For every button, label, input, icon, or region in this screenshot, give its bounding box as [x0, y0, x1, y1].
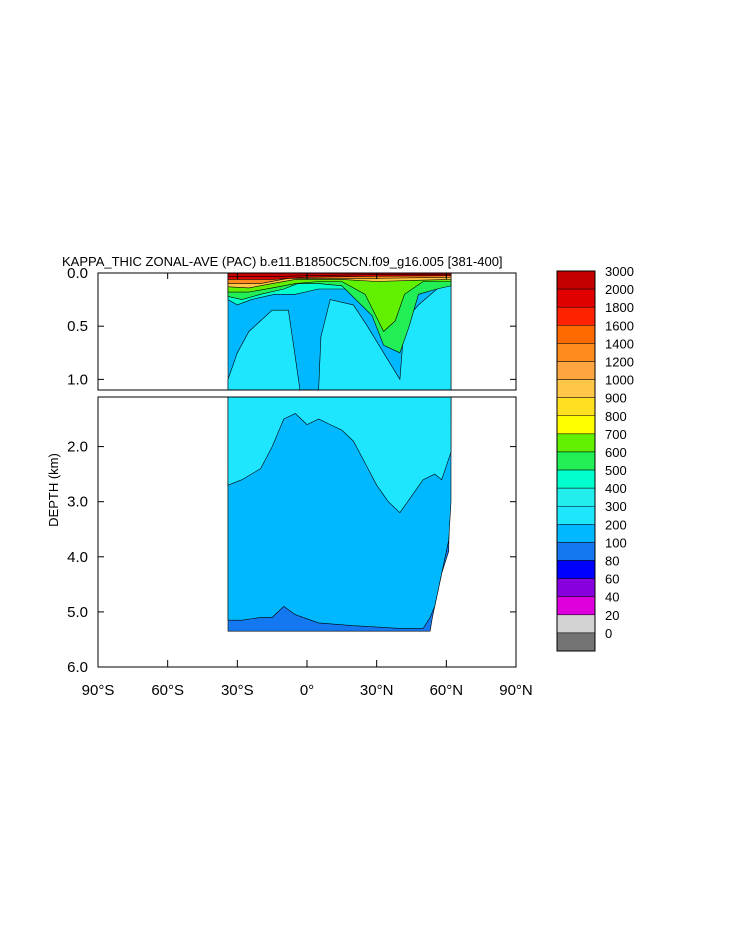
colorbar-label: 3000: [605, 264, 634, 279]
colorbar-label: 1000: [605, 373, 634, 388]
xtick-label: 60°N: [430, 682, 464, 699]
colorbar-swatch: [556, 596, 596, 616]
colorbar-label: 100: [605, 535, 627, 550]
colorbar-swatch: [556, 524, 596, 543]
colorbar-swatch: [556, 397, 596, 417]
colorbar-swatch: [556, 361, 596, 380]
chart-title: KAPPA_THIC ZONAL-AVE (PAC) b.e11.B1850C5…: [62, 254, 503, 269]
colorbar-label: 1600: [605, 318, 634, 333]
colorbar-swatch: [556, 578, 596, 597]
xtick-label: 90°S: [82, 682, 115, 699]
colorbar-swatch: [556, 379, 596, 398]
upper-contour-3000: [227, 273, 452, 278]
colorbar-label: 2000: [605, 282, 634, 297]
colorbar-legend: 3000200018001600140012001000900800700600…: [556, 264, 634, 652]
xtick-label: 90°N: [499, 682, 533, 699]
colorbar-label: 500: [605, 463, 627, 478]
upper-ytick-label: 0.0: [67, 265, 88, 282]
colorbar-swatch: [556, 415, 596, 435]
colorbar-swatch: [556, 288, 596, 308]
lower-panel: 2.0 3.0 4.0 5.0 6.0 90°S 60°S 30°S 0° 30°N 60°N 90…: [67, 273, 533, 699]
colorbar-label: 20: [605, 608, 619, 623]
colorbar-swatch: [556, 614, 596, 634]
upper-panel: 0.0 0.5 1.0: [67, 265, 517, 391]
colorbar-swatch: [556, 560, 596, 579]
colorbar-swatch: [556, 306, 596, 326]
lower-ytick-label: 4.0: [67, 549, 88, 566]
colorbar-label: 80: [605, 554, 619, 569]
upper-ytick-label: 0.5: [67, 318, 88, 335]
lower-contour-400: [227, 397, 452, 514]
xtick-label: 30°S: [221, 682, 254, 699]
colorbar-swatch: [556, 487, 596, 507]
colorbar-label: 300: [605, 499, 627, 514]
colorbar-swatch: [556, 343, 596, 362]
xtick-label: 30°N: [360, 682, 394, 699]
colorbar-swatch: [556, 632, 596, 652]
colorbar-label: 1200: [605, 355, 634, 370]
colorbar-label: 400: [605, 481, 627, 496]
colorbar-frame: [556, 270, 596, 652]
colorbar-label: 60: [605, 572, 619, 587]
colorbar-swatch: [556, 505, 596, 525]
colorbar-label: 0: [605, 626, 612, 641]
y-axis-label: DEPTH (km): [46, 453, 61, 527]
colorbar-swatch: [556, 542, 596, 561]
lower-ytick-label: 3.0: [67, 494, 88, 511]
upper-ytick-label: 1.0: [67, 371, 88, 388]
colorbar-label: 700: [605, 427, 627, 442]
lower-ytick-label: 2.0: [67, 439, 88, 456]
colorbar-label: 1400: [605, 336, 634, 351]
lower-ytick-label: 6.0: [67, 659, 88, 676]
colorbar-swatch: [556, 451, 596, 471]
lower-ytick-label: 5.0: [67, 604, 88, 621]
colorbar-label: 800: [605, 409, 627, 424]
xtick-label: 60°S: [151, 682, 184, 699]
colorbar-label: 1800: [605, 300, 634, 315]
colorbar-label: 200: [605, 517, 627, 532]
colorbar-label: 600: [605, 445, 627, 460]
colorbar-swatch: [556, 270, 596, 290]
colorbar-swatch: [556, 469, 596, 489]
colorbar-swatch: [556, 325, 596, 344]
colorbar-label: 900: [605, 391, 627, 406]
colorbar-swatch: [556, 433, 596, 453]
xtick-label: 0°: [300, 682, 314, 699]
colorbar-label: 40: [605, 590, 619, 605]
